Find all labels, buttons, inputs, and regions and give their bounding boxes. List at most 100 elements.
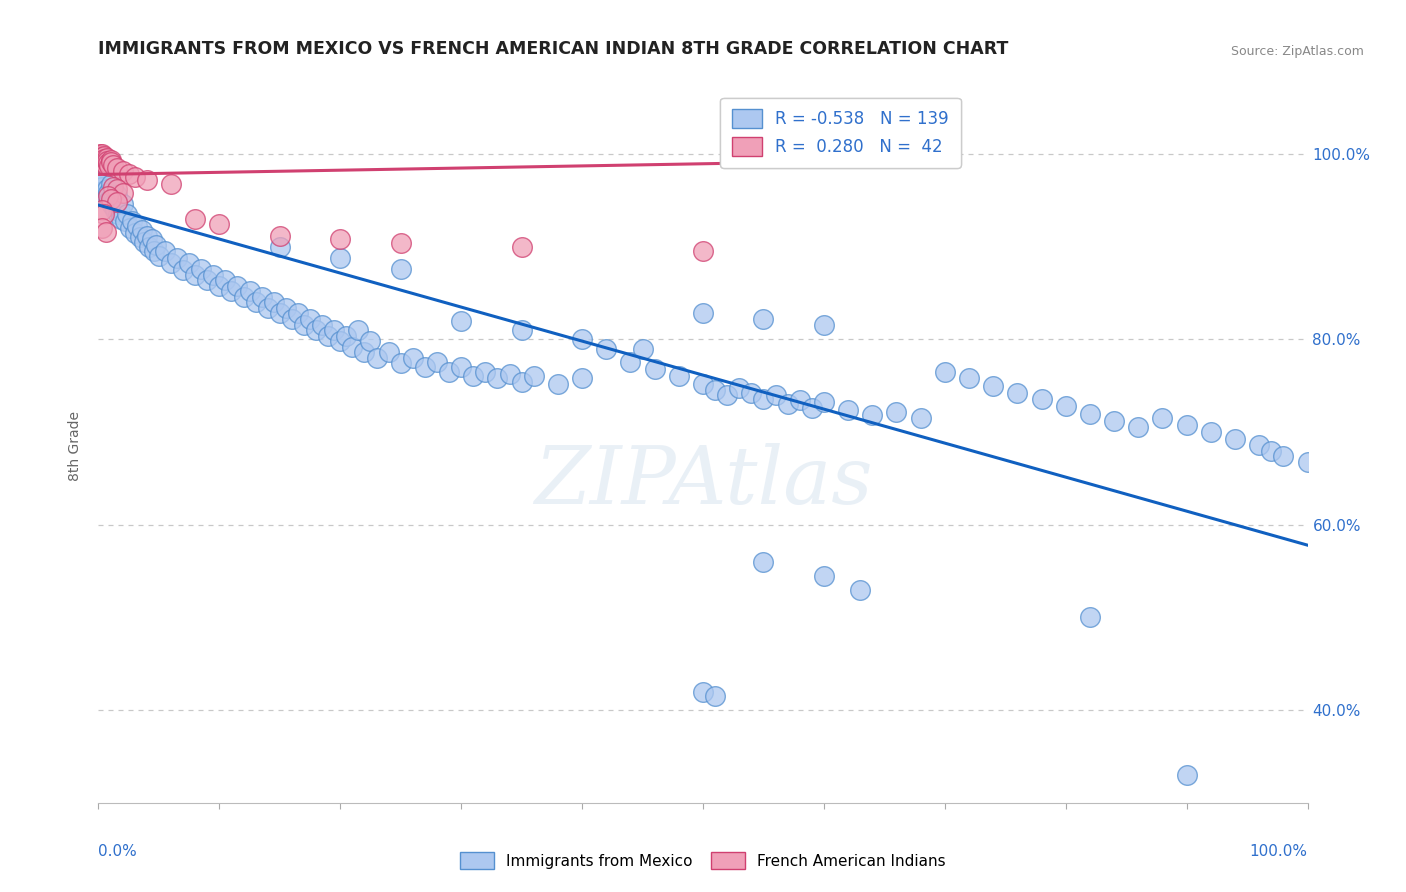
Point — [668, 369, 690, 384]
Point — [94, 188, 117, 202]
Point — [208, 278, 231, 293]
Point — [98, 194, 121, 208]
Point — [547, 376, 569, 391]
Point — [141, 232, 163, 246]
Point — [463, 369, 485, 384]
Point — [208, 217, 231, 231]
Point — [160, 177, 183, 191]
Point — [837, 402, 859, 417]
Point — [111, 186, 134, 200]
Point — [800, 401, 823, 415]
Point — [1007, 386, 1029, 401]
Point — [91, 202, 114, 217]
Point — [214, 273, 236, 287]
Point — [269, 228, 291, 243]
Point — [329, 251, 352, 265]
Point — [1296, 455, 1319, 469]
Point — [97, 186, 120, 200]
Point — [143, 244, 166, 259]
Legend: Immigrants from Mexico, French American Indians: Immigrants from Mexico, French American … — [454, 846, 952, 875]
Point — [250, 290, 273, 304]
Point — [93, 152, 115, 166]
Point — [595, 342, 617, 356]
Point — [1102, 414, 1125, 428]
Point — [342, 340, 364, 354]
Point — [107, 207, 129, 221]
Point — [124, 226, 146, 240]
Point — [256, 301, 278, 315]
Legend: R = -0.538   N = 139, R =  0.280   N =  42: R = -0.538 N = 139, R = 0.280 N = 42 — [720, 97, 960, 168]
Point — [360, 334, 382, 349]
Point — [692, 306, 714, 320]
Point — [934, 365, 956, 379]
Point — [813, 318, 835, 332]
Point — [100, 153, 122, 167]
Point — [105, 182, 128, 196]
Point — [108, 201, 131, 215]
Point — [1249, 438, 1271, 452]
Point — [96, 151, 118, 165]
Point — [166, 251, 188, 265]
Point — [90, 175, 112, 189]
Point — [93, 173, 115, 187]
Point — [89, 147, 111, 161]
Point — [510, 240, 533, 254]
Point — [486, 371, 509, 385]
Point — [571, 371, 593, 385]
Point — [131, 223, 153, 237]
Point — [1054, 399, 1077, 413]
Point — [323, 323, 346, 337]
Point — [226, 278, 249, 293]
Point — [813, 568, 835, 582]
Point — [263, 295, 285, 310]
Point — [366, 351, 388, 365]
Text: Source: ZipAtlas.com: Source: ZipAtlas.com — [1230, 45, 1364, 58]
Point — [90, 152, 112, 166]
Point — [179, 256, 201, 270]
Point — [1078, 407, 1101, 421]
Point — [311, 318, 333, 332]
Point — [287, 306, 309, 320]
Point — [316, 328, 339, 343]
Y-axis label: 8th Grade: 8th Grade — [69, 411, 83, 481]
Point — [190, 262, 212, 277]
Point — [704, 690, 727, 704]
Point — [281, 312, 304, 326]
Point — [172, 263, 194, 277]
Point — [329, 334, 352, 349]
Point — [91, 150, 114, 164]
Point — [728, 381, 751, 395]
Point — [91, 147, 114, 161]
Point — [692, 244, 714, 259]
Point — [335, 328, 357, 343]
Point — [96, 182, 118, 196]
Point — [740, 386, 762, 401]
Point — [886, 405, 908, 419]
Point — [91, 153, 114, 167]
Point — [849, 582, 872, 597]
Point — [1152, 411, 1174, 425]
Point — [97, 188, 120, 202]
Point — [402, 351, 425, 365]
Point — [789, 392, 811, 407]
Point — [128, 230, 150, 244]
Point — [111, 163, 134, 178]
Point — [510, 375, 533, 389]
Point — [138, 240, 160, 254]
Point — [145, 238, 167, 252]
Point — [124, 170, 146, 185]
Point — [118, 221, 141, 235]
Point — [114, 214, 136, 228]
Point — [347, 323, 370, 337]
Point — [100, 155, 122, 169]
Point — [91, 179, 114, 194]
Point — [752, 312, 775, 326]
Point — [103, 195, 125, 210]
Point — [195, 273, 218, 287]
Point — [101, 158, 124, 172]
Point — [981, 378, 1004, 392]
Point — [437, 365, 460, 379]
Point — [631, 342, 654, 356]
Point — [104, 202, 127, 217]
Point — [450, 360, 472, 375]
